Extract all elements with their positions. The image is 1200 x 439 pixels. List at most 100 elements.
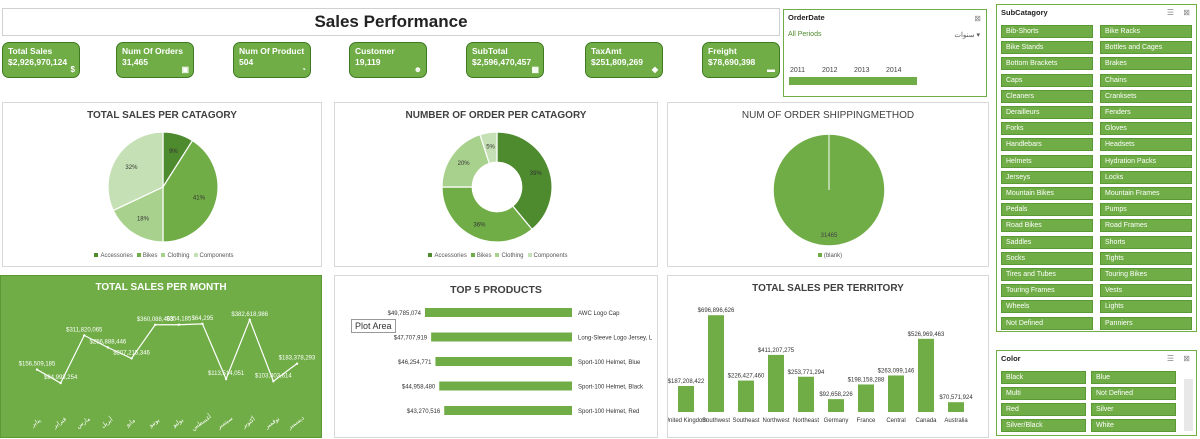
subcategory-item[interactable]: Bottom Brackets [1001, 57, 1093, 71]
subcategory-item[interactable]: Derailleurs [1001, 106, 1093, 119]
clear-filter-icon[interactable]: ⊠ [1183, 8, 1190, 17]
subcategory-item[interactable]: Fenders [1100, 106, 1192, 119]
subcategory-item[interactable]: Saddles [1001, 235, 1093, 249]
pie-slice[interactable] [496, 131, 553, 231]
multi-select-icon[interactable]: ☰ [1166, 354, 1174, 363]
pie-slice[interactable] [162, 139, 219, 243]
color-item[interactable]: Red [1001, 403, 1086, 416]
subcategory-item[interactable]: Touring Bikes [1100, 268, 1192, 281]
subcategory-item[interactable]: Mountain Bikes [1001, 187, 1093, 200]
subcategory-item[interactable]: Caps [1001, 73, 1093, 87]
line-point[interactable] [224, 377, 228, 381]
subcategory-item[interactable]: Mountain Frames [1100, 187, 1192, 200]
line-point[interactable] [130, 357, 133, 360]
subcategory-item[interactable]: Tires and Tubes [1001, 268, 1093, 281]
subcategory-item[interactable]: Handlebars [1001, 138, 1093, 152]
subcategory-item[interactable]: Lights [1100, 300, 1192, 314]
subcategory-item[interactable]: Bib-Shorts [1001, 25, 1093, 38]
line-point[interactable] [201, 322, 204, 326]
pie-slice[interactable] [112, 186, 164, 243]
subcategory-item[interactable]: Hydration Packs [1100, 154, 1192, 168]
line-point[interactable] [83, 334, 86, 337]
product-bar[interactable] [444, 406, 572, 415]
subcategory-item[interactable]: Wheels [1001, 300, 1093, 314]
orders-per-category-donut[interactable]: 39% 36% 20% 5% [335, 125, 659, 255]
territory-bar[interactable]: $187,208,422 United Kingdom $696,896,626 So… [668, 294, 990, 439]
subcategory-item[interactable]: Socks [1001, 251, 1093, 265]
territory-bar[interactable] [768, 354, 784, 412]
subcategory-item[interactable]: Panniers [1100, 316, 1192, 330]
color-item[interactable]: Blue [1091, 371, 1176, 384]
pie-slice[interactable] [479, 131, 498, 165]
territory-bar[interactable] [828, 399, 844, 412]
product-bar[interactable] [431, 332, 572, 342]
subcategory-item[interactable]: Tights [1100, 251, 1192, 265]
line-point[interactable] [59, 381, 62, 385]
product-bar[interactable] [439, 381, 572, 391]
subcategory-item[interactable]: Road Bikes [1001, 219, 1093, 233]
product-bar[interactable] [435, 357, 572, 366]
period-unit-dropdown[interactable]: سنوات ▾ [954, 32, 980, 39]
color-item[interactable]: Silver [1091, 403, 1176, 416]
subcategory-item[interactable]: Cleaners [1001, 89, 1093, 103]
color-item[interactable]: Silver/Black [1001, 419, 1086, 432]
subcategory-item[interactable]: Headsets [1100, 138, 1192, 152]
timeline-year[interactable]: 2014 [886, 67, 902, 74]
color-item[interactable]: Not Defined [1091, 387, 1176, 400]
subcategory-item[interactable]: Pedals [1001, 203, 1093, 217]
top-products-bar[interactable]: $49,785,074 AWC Logo Cap $47,707,919 Long-S… [335, 304, 659, 434]
territory-bar[interactable] [708, 315, 724, 412]
territory-bar[interactable] [798, 376, 814, 412]
territory-bar[interactable] [678, 385, 694, 412]
timeline-bar[interactable] [789, 77, 917, 85]
subcategory-item[interactable]: Gloves [1100, 122, 1192, 136]
line-point[interactable] [295, 362, 299, 365]
pie-slice[interactable] [107, 131, 164, 212]
sales-per-category-pie[interactable]: 9% 41% 18% 32% [3, 125, 323, 255]
subcategory-item[interactable]: Pumps [1100, 203, 1192, 217]
timeline-year[interactable]: 2012 [822, 67, 838, 74]
subcategory-item[interactable]: Helmets [1001, 154, 1093, 168]
line-point[interactable] [106, 346, 110, 349]
line-point[interactable] [248, 318, 251, 322]
line-point[interactable] [35, 368, 39, 371]
clear-filter-icon[interactable]: ⊠ [1183, 354, 1190, 363]
scrollbar[interactable] [1184, 379, 1193, 431]
timeline-year[interactable]: 2011 [790, 67, 806, 74]
line-point[interactable] [272, 380, 275, 383]
subcategory-item[interactable]: Jerseys [1001, 170, 1093, 184]
territory-bar[interactable] [918, 338, 934, 412]
territory-bar[interactable] [738, 380, 754, 412]
subcategory-item[interactable]: Vests [1100, 284, 1192, 298]
subcategory-item[interactable]: Bottles and Cages [1100, 41, 1192, 55]
multi-select-icon[interactable]: ☰ [1166, 8, 1174, 17]
sales-per-month-line[interactable]: $156,509,185 يناير $94,993,254 فبراير $311,8… [1, 296, 323, 436]
subcategory-item[interactable]: Forks [1001, 122, 1093, 136]
subcategory-item[interactable]: Road Frames [1100, 219, 1192, 233]
product-bar[interactable] [425, 308, 572, 317]
subcategory-item[interactable]: Shorts [1100, 235, 1192, 249]
subcategory-item[interactable]: Not Defined [1001, 316, 1093, 330]
subcategory-item[interactable]: Touring Frames [1001, 284, 1093, 298]
color-item[interactable]: Black [1001, 371, 1086, 384]
territory-bar[interactable] [948, 402, 964, 412]
subcategory-item[interactable]: Chains [1100, 73, 1192, 87]
line-point[interactable] [153, 323, 157, 326]
subcategory-item[interactable]: Locks [1100, 170, 1192, 184]
subcategory-item[interactable]: Bike Racks [1100, 25, 1192, 38]
timeline-year[interactable]: 2013 [854, 67, 870, 74]
line-point[interactable] [177, 323, 181, 326]
subcategory-item[interactable]: Bike Stands [1001, 41, 1093, 55]
clear-filter-icon[interactable]: ⊠ [974, 14, 981, 23]
kpi-card: Total Sales $2,926,970,124 $ [2, 42, 80, 78]
subcategory-item[interactable]: Brakes [1100, 57, 1192, 71]
territory-bar[interactable] [858, 384, 874, 412]
color-item[interactable]: Multi [1001, 387, 1086, 400]
bar-value-label: $49,785,074 [388, 311, 422, 317]
sales-line[interactable] [36, 318, 298, 384]
pie-slice[interactable] [441, 186, 533, 243]
subcategory-item[interactable]: Cranksets [1100, 89, 1192, 103]
color-item[interactable]: White [1091, 419, 1176, 432]
shipping-method-pie[interactable]: 31465 [668, 125, 990, 255]
territory-bar[interactable] [888, 375, 904, 412]
